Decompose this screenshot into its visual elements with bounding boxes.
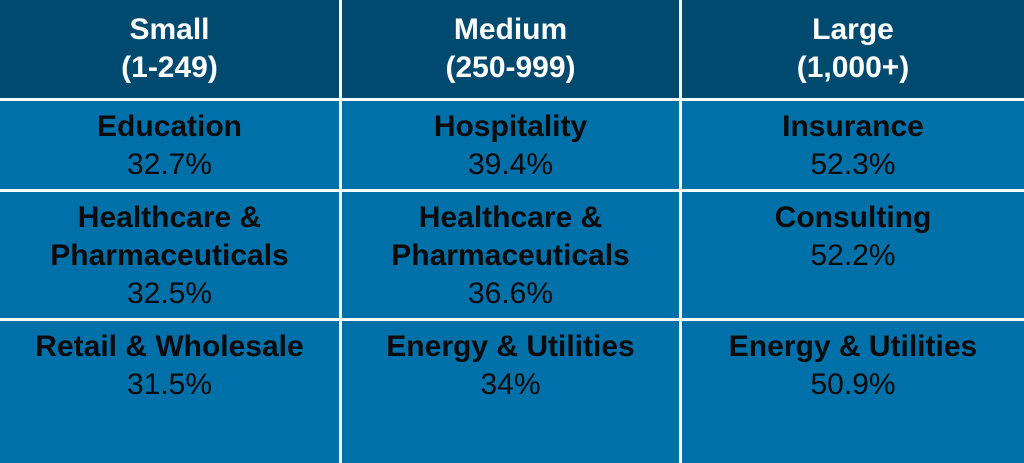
cell-small-row-2: Healthcare & Pharmaceuticals 32.5% <box>0 192 339 318</box>
header-medium: Medium (250-999) <box>342 0 679 98</box>
cell-medium-row-3: Energy & Utilities 34% <box>342 321 679 463</box>
percent-value: 31.5% <box>126 368 213 401</box>
cell-small-row-1: Education 32.7% <box>0 101 339 189</box>
percent-value: 32.5% <box>126 277 213 310</box>
header-medium-range: (250-999) <box>445 51 576 84</box>
cell-medium-row-1: Hospitality 39.4% <box>342 101 679 189</box>
industry-label-line-1: Healthcare & <box>77 201 262 234</box>
industry-label-line-2: Pharmaceuticals <box>50 239 289 272</box>
percent-value: 52.2% <box>810 239 896 272</box>
cell-medium-row-2: Healthcare & Pharmaceuticals 36.6% <box>342 192 679 318</box>
industry-label: Consulting <box>774 201 932 234</box>
header-large: Large (1,000+) <box>682 0 1024 98</box>
cell-large-row-3: Energy & Utilities 50.9% <box>682 321 1024 463</box>
percent-value: 36.6% <box>467 277 554 310</box>
header-small-name: Small <box>129 13 210 46</box>
header-large-name: Large <box>812 13 894 46</box>
header-small: Small (1-249) <box>0 0 339 98</box>
industry-label: Insurance <box>782 110 924 143</box>
percent-value: 52.3% <box>810 148 896 181</box>
industry-label: Energy & Utilities <box>386 330 635 363</box>
cell-large-row-1: Insurance 52.3% <box>682 101 1024 189</box>
cell-large-row-2: Consulting 52.2% <box>682 192 1024 318</box>
percent-value: 39.4% <box>467 148 554 181</box>
cell-small-row-3: Retail & Wholesale 31.5% <box>0 321 339 463</box>
header-large-range: (1,000+) <box>796 51 910 84</box>
percent-value: 50.9% <box>810 368 896 401</box>
industry-label: Education <box>96 110 242 143</box>
header-medium-name: Medium <box>453 13 568 46</box>
industry-label-line-2: Pharmaceuticals <box>391 239 630 272</box>
industry-label: Retail & Wholesale <box>35 330 304 363</box>
industry-label-line-1: Healthcare & <box>418 201 603 234</box>
percent-value: 32.7% <box>126 148 213 181</box>
industry-label: Hospitality <box>433 110 588 143</box>
header-small-range: (1-249) <box>121 51 218 84</box>
percent-value: 34% <box>480 368 541 401</box>
industry-label: Energy & Utilities <box>728 330 978 363</box>
